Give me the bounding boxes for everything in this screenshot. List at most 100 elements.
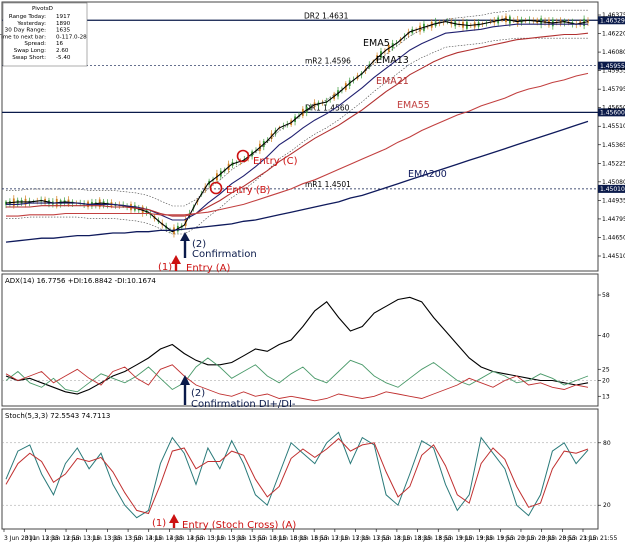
time-tick-label: 3 Jun 21:55: [583, 535, 617, 542]
info-row-label: Spread:: [24, 41, 46, 47]
entry-b-label: Entry (B): [226, 185, 271, 196]
price-tags: 1.46329 1.45955 1.45600 1.45010: [598, 16, 625, 193]
price-tick-label: 1.45650: [602, 105, 625, 112]
confirmation-di-arrow-icon: [180, 375, 190, 405]
info-row-label: Swap Short:: [12, 55, 46, 61]
time-tick-label: 3 Jun 19:35: [459, 535, 493, 542]
adx-tick-label: 20: [602, 378, 610, 385]
time-tick-label: 3 Jun 15:15: [190, 535, 224, 542]
time-tick-label: 3 Jun 20:55: [542, 535, 576, 542]
upper-band-line: [6, 9, 588, 207]
entry-c-marker: [236, 149, 250, 163]
price-tick-label: 1.44795: [602, 216, 625, 223]
info-row-label: Time to next bar:: [0, 34, 46, 40]
time-tick-label: 3 Jun 17:55: [356, 535, 390, 542]
pivot-label-dr2: DR2 1.4631: [304, 11, 349, 20]
time-tick-label: 3 Jun 15:55: [231, 535, 265, 542]
price-tick-label: 1.45935: [602, 68, 625, 75]
plus-di-line: [5, 357, 589, 393]
price-tick-label: 1.45365: [602, 142, 625, 149]
price-tag-label: 1.46329: [600, 17, 625, 24]
price-tag-box: [598, 16, 625, 25]
time-tick-label: 3 Jun 16:15: [252, 535, 286, 542]
time-tick-label: 3 Jun 14:35: [149, 535, 183, 542]
ema5-label: EMA5: [363, 38, 390, 49]
price-tag-label: 1.45955: [600, 63, 625, 70]
info-row-label: Yesterday:: [16, 21, 46, 27]
price-tick-label: 1.46375: [602, 12, 625, 19]
pivot-label-dr1: DR1 1.4560: [305, 103, 350, 112]
time-tick-label: 3 Jun 17:15: [314, 535, 348, 542]
time-tick-label: 3 Jun 14:15: [128, 535, 162, 542]
time-tick-label: 3 Jun 13:35: [87, 535, 121, 542]
price-tick-label: 1.46220: [602, 31, 625, 38]
price-tag-box: [598, 184, 625, 193]
time-tick-label: 3 Jun 14:55: [169, 535, 203, 542]
price-tick-label: 1.45225: [602, 160, 625, 167]
envelope-bands: [6, 9, 588, 235]
price-tag-label: 1.45010: [600, 186, 625, 193]
time-tick-label: 3 Jun 19:15: [438, 535, 472, 542]
price-pane-frame: [1, 1, 599, 272]
entry-stoch-step-label: (1): [152, 518, 166, 529]
stoch-tick-label: 80: [603, 440, 611, 447]
entry-stoch-label: Entry (Stoch Cross) (A): [182, 520, 296, 531]
adx-tick-label: 40: [602, 333, 610, 340]
price-tick-label: 1.45080: [602, 179, 625, 186]
info-row-value: 0-117.0-28: [56, 34, 87, 40]
ema13-line: [6, 23, 588, 221]
time-tick-label: 3 Jun 13:15: [66, 535, 100, 542]
adx-axis: 58 40 25 20 13: [2, 292, 610, 400]
adx-title: ADX(14) 16.7756 +DI:16.8842 -DI:10.1674: [5, 277, 156, 285]
info-row-value: 1917: [56, 14, 71, 20]
price-tick-label: 1.46080: [602, 49, 625, 56]
entry-b-marker: [209, 181, 223, 195]
time-tick-label: 3 Jun 19:55: [480, 535, 514, 542]
ema21-label: EMA21: [376, 76, 409, 87]
adx-lines: [5, 296, 589, 402]
time-tick-label: 3 Jun 20:15: [500, 535, 534, 542]
info-row-label: Swap Long:: [14, 48, 46, 54]
ema55-label: EMA55: [397, 100, 430, 111]
info-row-value: 2.60: [56, 48, 69, 54]
info-panel: PivotsD Range Today: 1917 Yesterday: 1890 30…: [0, 2, 88, 67]
adx-tick-label: 13: [602, 393, 610, 400]
info-row-value: 1635: [56, 28, 71, 34]
candle-body: [5, 201, 7, 205]
ema200-line: [5, 120, 589, 243]
stoch-title: Stoch(5,3,3) 72.5543 74.7113: [5, 412, 110, 420]
ema200-label: EMA200: [408, 169, 447, 180]
info-row-label: 30 Day Range:: [5, 28, 46, 34]
lower-band-line: [6, 37, 588, 235]
price-tick-label: 1.44650: [602, 234, 625, 241]
time-tick-label: 3 Jun 17:35: [335, 535, 369, 542]
entry-a-label: Entry (A): [186, 263, 231, 274]
time-tick-label: 3 Jun 12:55: [45, 535, 79, 542]
entry-a-step-label: (1): [158, 262, 172, 273]
time-tick-label: 3 Jun 12:35: [25, 535, 59, 542]
confirmation-di-step-label: (2): [191, 388, 205, 399]
ema-lines: [5, 18, 589, 243]
price-tag-box: [598, 108, 625, 117]
time-tick-label: 3 Jun 2011: [4, 535, 36, 542]
ema5-line: [5, 18, 589, 233]
ema55-line: [6, 72, 589, 217]
price-tick-label: 1.45795: [602, 86, 625, 93]
time-tick-label: 3 Jun 18:35: [397, 535, 431, 542]
time-tick-label: 3 Jun 18:55: [418, 535, 452, 542]
adx-line: [5, 296, 589, 395]
stoch-levels: [2, 442, 598, 506]
price-tick-label: 1.44935: [602, 197, 625, 204]
time-tick-label: 3 Jun 20:35: [521, 535, 555, 542]
adx-tick-label: 25: [602, 366, 610, 373]
info-row-label: Range Today:: [9, 14, 46, 20]
confirmation-label: Confirmation: [192, 249, 257, 260]
time-tick-label: 3 Jun 21:15: [562, 535, 596, 542]
entry-c-label: Entry (C): [253, 156, 298, 167]
confirmation-arrow-icon: [180, 232, 190, 258]
info-row-value: 16: [56, 41, 64, 47]
candle-body: [587, 20, 589, 23]
